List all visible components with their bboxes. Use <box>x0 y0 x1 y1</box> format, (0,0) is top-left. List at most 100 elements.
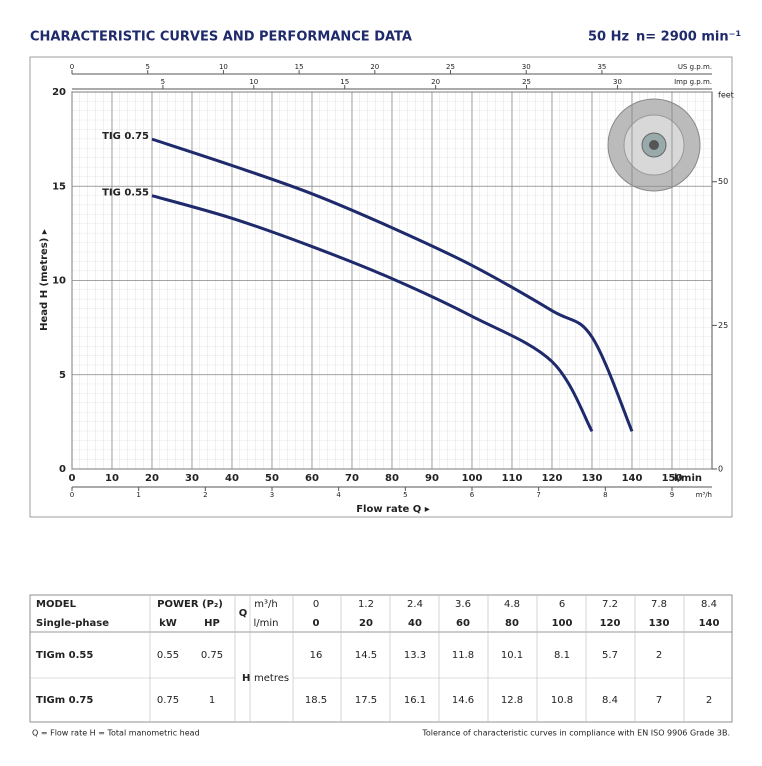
table-cell: 2 <box>656 650 662 661</box>
y-axis-label: Head H (metres) ▸ <box>39 229 50 331</box>
table-cell: 1 <box>209 695 215 706</box>
table-cell: HP <box>204 618 220 629</box>
x-tick-label: 140 <box>622 473 643 484</box>
top-tick-label: 35 <box>597 63 606 71</box>
table-cell: 18.5 <box>305 695 327 706</box>
y2-tick-label: 25 <box>718 321 728 330</box>
y2-tick-label: 0 <box>718 465 723 474</box>
x2-tick-label: 8 <box>603 491 607 499</box>
x-tick-label: 70 <box>345 473 359 484</box>
x2-tick-label: 2 <box>203 491 207 499</box>
pump-image <box>607 98 701 192</box>
table-cell: 140 <box>699 618 720 629</box>
x-tick-label: 40 <box>225 473 239 484</box>
x2-tick-label: 6 <box>470 491 475 499</box>
table-cell: 11.8 <box>452 650 474 661</box>
top-tick-label: 25 <box>522 78 531 86</box>
x2-tick-label: 0 <box>70 491 74 499</box>
top-tick-label: 25 <box>446 63 455 71</box>
top-tick-label: 10 <box>219 63 228 71</box>
frequency: 50 Hz <box>588 30 629 45</box>
curve <box>151 137 634 432</box>
x-unit-label: l/min <box>674 473 702 484</box>
series-label: TIG 0.55 <box>102 188 149 199</box>
table-cell: 13.3 <box>404 650 426 661</box>
table-cell: 16.1 <box>404 695 426 706</box>
table-cell: 16 <box>310 650 323 661</box>
table-cell: m³/h <box>254 599 277 610</box>
table-cell: Q <box>239 608 248 619</box>
top-tick-label: 20 <box>370 63 379 71</box>
x-tick-label: 0 <box>69 473 76 484</box>
table-cell: H <box>242 673 250 684</box>
table-cell: MODEL <box>36 599 77 610</box>
x2-tick-label: 1 <box>136 491 140 499</box>
x-tick-label: 80 <box>385 473 399 484</box>
y-tick-label: 5 <box>59 370 66 381</box>
x2-tick-label: 3 <box>270 491 274 499</box>
table-cell: 3.6 <box>455 599 471 610</box>
footer-legend: Q = Flow rate H = Total manometric head <box>32 729 200 738</box>
x-tick-label: 10 <box>105 473 119 484</box>
table-cell: 80 <box>505 618 519 629</box>
table-cell: 2.4 <box>407 599 423 610</box>
table-cell: TIGm 0.75 <box>36 695 93 706</box>
x-tick-label: 60 <box>305 473 319 484</box>
x-tick-label: 100 <box>462 473 483 484</box>
table-cell: POWER (P₂) <box>157 599 223 610</box>
table-cell: 10.8 <box>551 695 573 706</box>
table-cell: l/min <box>253 618 278 629</box>
table-cell: 14.5 <box>355 650 377 661</box>
chart-frame <box>29 56 733 518</box>
table-cell: TIGm 0.55 <box>36 650 93 661</box>
speed: n= 2900 min⁻¹ <box>636 30 741 45</box>
top-tick-label: 30 <box>613 78 622 86</box>
table-cell: 8.4 <box>602 695 618 706</box>
table-cell: 7.8 <box>651 599 667 610</box>
y-tick-label: 20 <box>52 87 66 98</box>
footer-tolerance: Tolerance of characteristic curves in co… <box>421 729 730 738</box>
table-cell: 60 <box>456 618 470 629</box>
x-tick-label: 120 <box>542 473 563 484</box>
table-cell: 2 <box>706 695 712 706</box>
table-cell: 12.8 <box>501 695 523 706</box>
table-cell: 17.5 <box>355 695 377 706</box>
table-cell: 7.2 <box>602 599 618 610</box>
y-tick-label: 0 <box>59 464 66 475</box>
table-cell: metres <box>254 673 289 684</box>
x2-tick-label: 4 <box>336 491 341 499</box>
top-tick-label: 5 <box>161 78 165 86</box>
table-cell: 8.4 <box>701 599 717 610</box>
top-tick-label: 20 <box>431 78 440 86</box>
table-cell: 0.75 <box>201 650 223 661</box>
x-tick-label: 150 <box>662 473 683 484</box>
x2-unit-label: m³/h <box>696 491 712 499</box>
x2-tick-label: 9 <box>670 491 674 499</box>
y-tick-label: 10 <box>52 276 66 287</box>
y2-axis-label: feet <box>718 91 734 100</box>
top-tick-label: 0 <box>70 63 74 71</box>
top-tick-label: 30 <box>522 63 531 71</box>
title: CHARACTERISTIC CURVES AND PERFORMANCE DA… <box>30 30 412 45</box>
x-tick-label: 90 <box>425 473 439 484</box>
table-cell: 10.1 <box>501 650 523 661</box>
top-unit-label: US g.p.m. <box>678 63 712 71</box>
y2-tick-label: 50 <box>718 177 728 186</box>
table-cell: 5.7 <box>602 650 618 661</box>
x-axis-label: Flow rate Q ▸ <box>356 504 430 515</box>
table-cell: 1.2 <box>358 599 374 610</box>
table-cell: 20 <box>359 618 373 629</box>
table-cell: 14.6 <box>452 695 474 706</box>
top-tick-label: 15 <box>340 78 349 86</box>
table-cell: 0.55 <box>157 650 179 661</box>
x2-tick-label: 7 <box>536 491 540 499</box>
table-cell: 120 <box>600 618 621 629</box>
table-cell: 0 <box>313 599 319 610</box>
top-unit-label: Imp g.p.m. <box>674 78 712 86</box>
curve <box>151 194 594 433</box>
x-tick-label: 110 <box>502 473 523 484</box>
table-cell: 8.1 <box>554 650 570 661</box>
table-cell: kW <box>159 618 177 629</box>
x2-tick-label: 5 <box>403 491 407 499</box>
x-tick-label: 20 <box>145 473 159 484</box>
